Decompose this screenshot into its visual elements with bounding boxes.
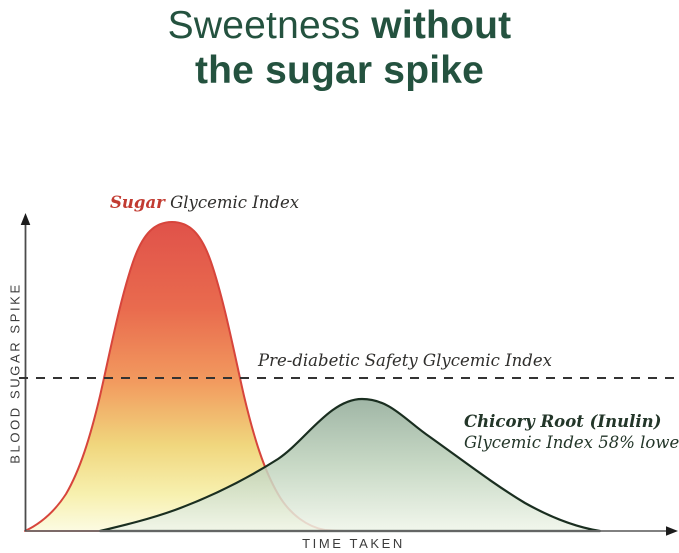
chicory-curve-label: Chicory Root (Inulin) Glycemic Index 58%… xyxy=(464,411,679,453)
safety-threshold-label: Pre-diabetic Safety Glycemic Index xyxy=(258,351,552,370)
chicory-curve-label-line2: Glycemic Index 58% lower xyxy=(464,433,679,452)
title-word-sweetness: Sweetness xyxy=(167,4,361,47)
x-axis-arrow-icon xyxy=(666,526,678,536)
sugar-curve-label-rest: Glycemic Index xyxy=(164,193,300,212)
title-word-without: without xyxy=(371,4,512,47)
chicory-curve-label-line1: Chicory Root (Inulin) xyxy=(464,412,662,431)
title-line-2: the sugar spike xyxy=(194,49,485,92)
sugar-curve-label: Sugar Glycemic Index xyxy=(110,193,299,212)
y-axis-arrow-icon xyxy=(20,213,31,225)
y-axis-label: BLOOD SUGAR SPIKE xyxy=(7,282,23,464)
chicory-curve xyxy=(98,397,602,533)
page-title: Sweetness without the sugar spike xyxy=(0,3,679,93)
x-axis-label: TIME TAKEN xyxy=(302,536,405,551)
sugar-curve-label-name: Sugar xyxy=(110,193,165,212)
title-line-1: Sweetness without xyxy=(0,3,679,48)
